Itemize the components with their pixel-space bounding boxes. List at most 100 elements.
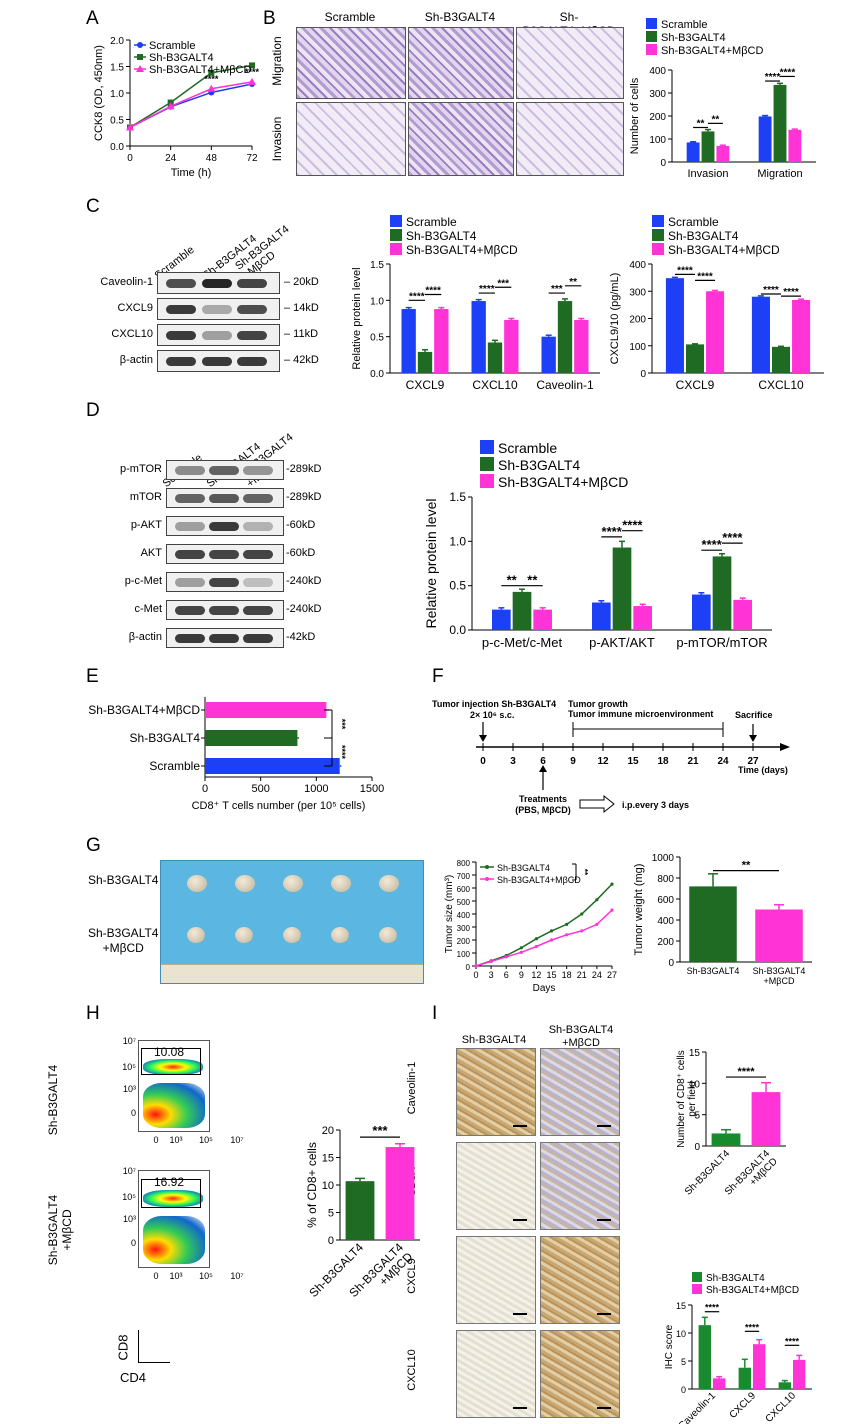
timeline-tick-label: 21 [687, 756, 699, 767]
significance-label: **** [245, 67, 260, 77]
legend-label: Sh-B3GALT4+MβCD [706, 1285, 799, 1296]
data-point [610, 882, 614, 886]
significance-label: **** [337, 745, 347, 760]
blot-mw-label: -289kD [286, 463, 322, 475]
blot-band [201, 305, 232, 314]
timeline-label: (PBS, MβCD) [515, 805, 571, 815]
blot-band [243, 494, 273, 503]
series-line [129, 81, 253, 129]
bar [733, 599, 752, 630]
tumor [331, 875, 351, 892]
y-axis-label: Number of CD8⁺ cellsper field [676, 1050, 698, 1148]
bar [753, 1344, 766, 1389]
blot-band [209, 466, 239, 475]
y-tick-label: 0.5 [449, 579, 466, 593]
blot-strip [157, 324, 280, 346]
flow-plot [138, 1170, 210, 1268]
transwell-image [296, 27, 406, 99]
x-tick-label: 72 [246, 153, 258, 164]
y-tick-label: 200 [649, 112, 666, 123]
flow-axis-arrow [138, 1330, 139, 1362]
x-tick-label: 6 [504, 970, 509, 980]
y-tick-label: 0 [328, 1235, 334, 1247]
timeline-arrowhead [539, 765, 547, 772]
scale-bar [513, 1219, 527, 1221]
flow-y-tick: 0 [130, 1108, 136, 1118]
flow-y-tick: 10⁵ [122, 1192, 136, 1202]
legend-label: Scramble [661, 19, 707, 31]
bar [633, 606, 652, 630]
legend-swatch [480, 440, 494, 454]
flow-gate-value: 16.92 [154, 1175, 185, 1189]
category-label: CXCL9 [676, 378, 715, 392]
y-tick-label: 0.0 [370, 369, 384, 380]
bar [712, 556, 732, 630]
tumor [283, 927, 301, 943]
blot-band [243, 634, 273, 643]
timeline-label: Time (days) [738, 765, 788, 775]
series-line [129, 83, 253, 129]
y-tick-label: 10 [676, 1329, 686, 1339]
blot-mw-label: -60kD [286, 519, 316, 531]
significance-label: *** [372, 1123, 388, 1138]
flow-y-tick: 0 [130, 1238, 136, 1248]
flow-x-tick: 10⁵ [199, 1135, 213, 1145]
panel-letter-i: I [432, 1003, 438, 1024]
timeline-label: 2× 10⁶ s.c. [470, 710, 514, 720]
blot-band [209, 606, 239, 615]
category-label: CXCL10 [472, 378, 518, 392]
flow-x-tick: 10⁷ [230, 1135, 244, 1145]
transwell-image [408, 27, 514, 99]
y-tick-label: 0 [681, 1385, 686, 1395]
ihc-image [456, 1048, 536, 1136]
data-point [549, 929, 554, 933]
data-point [565, 933, 569, 937]
x-tick-label: 0 [127, 153, 133, 164]
y-tick-label: 1.0 [110, 89, 124, 100]
category-label: CXCL10 [758, 378, 804, 392]
x-tick-label: 24 [592, 970, 602, 980]
blot-mw-label: -289kD [286, 491, 322, 503]
legend-swatch [646, 18, 657, 29]
y-tick-label: 100 [629, 342, 646, 353]
bar [792, 299, 811, 373]
data-point [126, 123, 134, 131]
bar [713, 1378, 726, 1389]
x-tick-label: 12 [531, 970, 541, 980]
data-point [565, 922, 569, 927]
blot-band [237, 331, 268, 340]
tumor [379, 875, 399, 892]
blot-mw-label: – 14kD [284, 302, 319, 314]
timeline-label: Sacrifice [735, 710, 773, 720]
tumor [283, 875, 303, 892]
x-axis-label: Time (h) [171, 167, 212, 179]
x-tick-label: 24 [165, 153, 177, 164]
y-tick-label: 700 [457, 872, 471, 881]
flow-y-tick: 10⁷ [122, 1036, 136, 1046]
bar [385, 1147, 415, 1240]
blot-strip [157, 272, 280, 294]
data-point [248, 77, 256, 85]
timeline-arrowhead [479, 735, 487, 742]
blot-band [166, 331, 196, 340]
ihc-image [540, 1330, 620, 1418]
blot-mw-label: – 11kD [284, 328, 319, 340]
tumor [331, 927, 349, 943]
legend-label: Scramble [498, 440, 557, 456]
timeline-label: Treatments [519, 794, 567, 804]
panel-letter-g: G [86, 835, 101, 856]
category-label: p-c-Met/c-Met [482, 635, 563, 650]
legend-swatch [480, 457, 494, 471]
blot-row-label: p-c-Met [124, 575, 162, 587]
y-tick-label: 0 [694, 1142, 700, 1153]
category-label: Migration [757, 168, 802, 180]
panel-letter-h: H [86, 1003, 100, 1024]
significance-label: **** [677, 265, 693, 276]
significance-label: ** [742, 860, 751, 872]
data-point [249, 62, 255, 69]
flow-population [143, 1216, 205, 1264]
tumor [187, 875, 207, 892]
blot-row-label: mTOR [129, 491, 162, 503]
flow-population [143, 1083, 205, 1128]
y-axis-label: % of CD8+ cells [305, 1142, 319, 1228]
